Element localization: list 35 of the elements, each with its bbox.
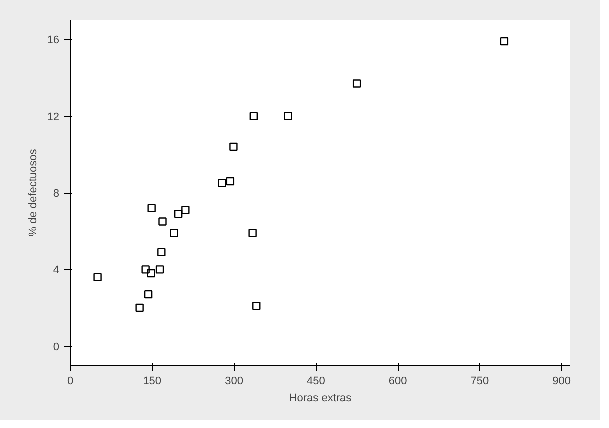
point <box>156 266 164 274</box>
point <box>147 269 156 278</box>
y-tick-label: 0 <box>53 341 60 354</box>
point <box>218 179 226 188</box>
x-tick-label: 150 <box>143 376 162 388</box>
point <box>182 206 190 214</box>
y-tick-label: 16 <box>47 34 60 47</box>
y-tick-label: 12 <box>47 111 60 124</box>
point <box>252 302 261 310</box>
point <box>144 290 153 299</box>
point <box>170 229 178 238</box>
point <box>284 112 292 120</box>
x-tick-label: 600 <box>388 376 408 388</box>
point <box>136 304 144 312</box>
point <box>94 273 102 282</box>
point <box>158 218 167 226</box>
point <box>174 210 183 218</box>
point <box>230 142 238 152</box>
point <box>148 204 156 212</box>
point <box>142 266 150 274</box>
point <box>158 248 166 257</box>
point <box>248 229 257 238</box>
x-tick-label: 900 <box>552 376 571 388</box>
x-tick-label: 0 <box>67 376 74 388</box>
x-tick-label: 450 <box>306 376 326 388</box>
y-tick-label: 8 <box>53 188 60 200</box>
x-tick-label: 300 <box>225 376 244 388</box>
x-axis-title: Horas extras <box>289 392 352 404</box>
point <box>226 177 235 186</box>
y-tick-label: 4 <box>53 264 60 277</box>
point <box>250 112 258 120</box>
x-tick-label: 750 <box>470 376 490 388</box>
point <box>500 37 509 46</box>
y-axis-title: % de defectuosos <box>27 148 40 237</box>
point <box>352 80 362 88</box>
